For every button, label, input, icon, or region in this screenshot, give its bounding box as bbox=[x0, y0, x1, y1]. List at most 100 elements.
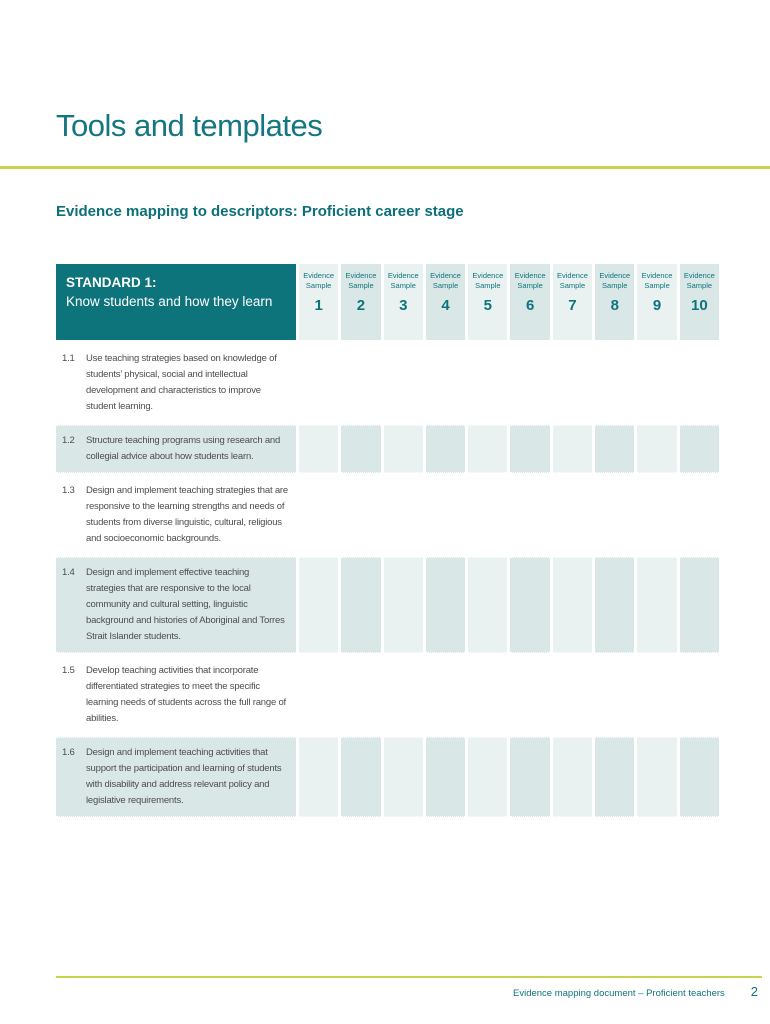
descriptor-text: Use teaching strategies based on knowled… bbox=[86, 353, 277, 412]
descriptor-text: Structure teaching programs using resear… bbox=[86, 435, 281, 462]
column-number: 6 bbox=[525, 297, 535, 314]
column-header-evidence-sample-10: Evidence Sample 10 bbox=[679, 264, 719, 340]
page-subtitle: Evidence mapping to descriptors: Profici… bbox=[56, 203, 464, 220]
evidence-cell bbox=[341, 476, 380, 554]
evidence-cell bbox=[595, 344, 634, 422]
evidence-cell bbox=[384, 344, 423, 422]
column-number: 5 bbox=[483, 297, 492, 314]
descriptor-number: 1.2 bbox=[62, 435, 75, 446]
evidence-cell bbox=[384, 476, 423, 554]
column-label: Evidence Sample bbox=[641, 271, 673, 290]
evidence-cell bbox=[595, 737, 635, 817]
column-label: Evidence Sample bbox=[472, 271, 504, 290]
evidence-cell bbox=[341, 344, 380, 422]
evidence-cell bbox=[595, 476, 634, 554]
evidence-cell bbox=[468, 557, 508, 653]
table-row-1-4: 1.4 Design and implement effective teach… bbox=[56, 557, 719, 653]
evidence-cell bbox=[468, 344, 507, 422]
evidence-cell bbox=[299, 557, 339, 653]
evidence-cell bbox=[341, 656, 380, 734]
evidence-cell bbox=[510, 737, 550, 817]
column-number: 1 bbox=[314, 297, 323, 314]
evidence-cell bbox=[510, 557, 550, 653]
evidence-cell bbox=[383, 425, 423, 473]
column-header-evidence-sample-2: Evidence Sample 2 bbox=[341, 264, 381, 340]
evidence-cell bbox=[299, 425, 339, 473]
evidence-cell bbox=[468, 476, 507, 554]
title-divider-rule bbox=[0, 166, 770, 169]
evidence-cell bbox=[553, 476, 592, 554]
standard-subtitle: Know students and how they learn bbox=[66, 294, 273, 309]
page-title: Tools and templates bbox=[56, 108, 323, 143]
evidence-cell bbox=[299, 656, 338, 734]
column-label: Evidence Sample bbox=[387, 271, 419, 290]
column-number: 4 bbox=[441, 297, 450, 314]
table-row-1-1: 1.1 Use teaching strategies based on kno… bbox=[56, 344, 719, 422]
footer-page-number: 2 bbox=[750, 984, 758, 999]
evidence-cell bbox=[552, 737, 593, 817]
table-row-1-5: 1.5 Develop teaching activities that inc… bbox=[56, 656, 719, 734]
descriptor-number: 1.3 bbox=[62, 485, 75, 496]
descriptor-text: Design and implement effective teaching … bbox=[86, 567, 285, 642]
evidence-cell bbox=[299, 476, 338, 554]
evidence-cell bbox=[468, 425, 508, 473]
column-header-evidence-sample-4: Evidence Sample 4 bbox=[425, 264, 466, 340]
evidence-cell bbox=[553, 656, 592, 734]
evidence-cell bbox=[510, 656, 549, 734]
descriptor-number: 1.1 bbox=[62, 353, 75, 364]
column-label: Evidence Sample bbox=[514, 271, 546, 290]
table-header-row: STANDARD 1: Know students and how they l… bbox=[56, 264, 719, 340]
descriptor-number: 1.4 bbox=[62, 567, 75, 578]
standard-header-cell: STANDARD 1: Know students and how they l… bbox=[56, 264, 296, 340]
descriptor-text: Develop teaching activities that incorpo… bbox=[86, 665, 286, 724]
evidence-cell bbox=[510, 476, 549, 554]
evidence-cell bbox=[637, 344, 676, 422]
descriptor-cell: 1.3 Design and implement teaching strate… bbox=[56, 476, 296, 554]
column-header-evidence-sample-5: Evidence Sample 5 bbox=[468, 264, 508, 340]
column-label: Evidence Sample bbox=[303, 271, 335, 290]
descriptor-text: Design and implement teaching activities… bbox=[86, 747, 282, 806]
evidence-cell bbox=[679, 425, 719, 473]
evidence-cell bbox=[680, 476, 719, 554]
column-number: 2 bbox=[356, 297, 366, 314]
footer-divider-rule bbox=[56, 976, 762, 978]
column-number: 7 bbox=[568, 297, 577, 314]
column-number: 3 bbox=[399, 297, 408, 314]
evidence-cell bbox=[637, 737, 677, 817]
descriptor-cell: 1.5 Develop teaching activities that inc… bbox=[56, 656, 296, 734]
evidence-cell bbox=[637, 425, 677, 473]
evidence-cell bbox=[552, 557, 593, 653]
column-header-evidence-sample-3: Evidence Sample 3 bbox=[383, 264, 423, 340]
column-label: Evidence Sample bbox=[599, 271, 631, 290]
descriptor-text: Design and implement teaching strategies… bbox=[86, 485, 288, 544]
evidence-cell bbox=[384, 656, 423, 734]
footer-document-title: Evidence mapping document – Proficient t… bbox=[513, 988, 725, 999]
column-number: 10 bbox=[690, 297, 708, 314]
evidence-cell bbox=[680, 344, 719, 422]
evidence-cell bbox=[299, 737, 339, 817]
evidence-cell bbox=[426, 656, 465, 734]
evidence-cell bbox=[425, 425, 466, 473]
column-header-evidence-sample-6: Evidence Sample 6 bbox=[510, 264, 550, 340]
evidence-mapping-table: STANDARD 1: Know students and how they l… bbox=[56, 264, 719, 820]
evidence-cell bbox=[595, 557, 635, 653]
column-number: 9 bbox=[652, 297, 662, 314]
descriptor-cell: 1.2 Structure teaching programs using re… bbox=[56, 425, 296, 473]
column-header-evidence-sample-9: Evidence Sample 9 bbox=[637, 264, 677, 340]
evidence-cell bbox=[679, 737, 719, 817]
footer: Evidence mapping document – Proficient t… bbox=[56, 984, 758, 999]
evidence-cell bbox=[637, 656, 676, 734]
evidence-cell bbox=[510, 344, 549, 422]
evidence-cell bbox=[595, 425, 635, 473]
evidence-cell bbox=[383, 737, 423, 817]
column-label: Evidence Sample bbox=[345, 271, 377, 290]
evidence-cell bbox=[468, 656, 507, 734]
column-header-evidence-sample-8: Evidence Sample 8 bbox=[595, 264, 635, 340]
evidence-cell bbox=[595, 656, 634, 734]
evidence-cell bbox=[468, 737, 508, 817]
evidence-cell bbox=[341, 737, 381, 817]
column-number: 8 bbox=[610, 297, 619, 314]
evidence-cell bbox=[426, 476, 465, 554]
evidence-cell bbox=[341, 557, 381, 653]
descriptor-cell: 1.6 Design and implement teaching activi… bbox=[56, 737, 296, 817]
